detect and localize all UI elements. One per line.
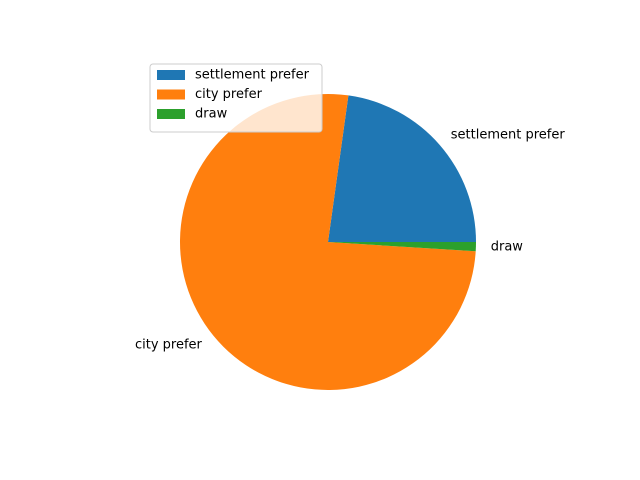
legend-swatch-city-prefer (157, 89, 185, 100)
legend: settlement prefer city prefer draw (149, 63, 323, 133)
slice-label-draw: draw (491, 240, 524, 255)
legend-label-settlement-prefer: settlement prefer (195, 68, 310, 83)
legend-label-city-prefer: city prefer (195, 87, 263, 102)
legend-swatch-draw (157, 109, 185, 119)
pie-slice-draw (328, 242, 476, 252)
pie-slice-settlement-prefer (328, 95, 476, 242)
legend-items: settlement prefer city prefer draw (157, 68, 310, 122)
legend-label-draw: draw (195, 107, 228, 122)
legend-swatch-settlement-prefer (157, 70, 185, 80)
pie-slices (180, 94, 476, 391)
pie-slice-city-prefer (180, 94, 476, 391)
slice-label-city-prefer: city prefer (135, 337, 203, 352)
slice-label-settlement-prefer: settlement prefer (451, 128, 566, 143)
legend-frame (149, 63, 323, 133)
slice-labels: settlement prefer city prefer draw (135, 128, 565, 353)
